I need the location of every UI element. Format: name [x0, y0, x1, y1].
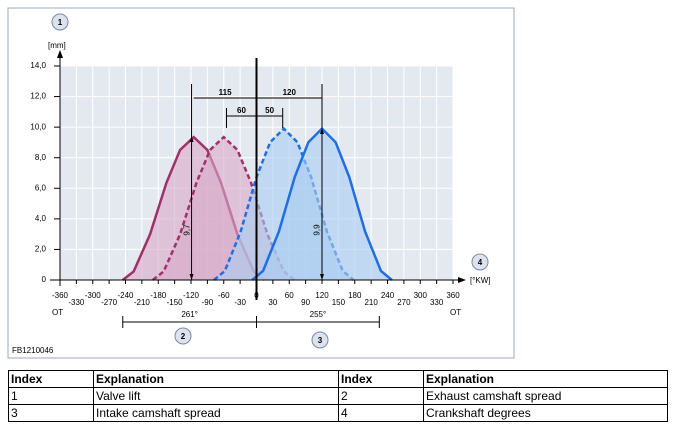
- x-tick-label: 360: [446, 291, 460, 300]
- x-tick-label: 150: [332, 298, 346, 307]
- x-tick-label: 120: [315, 291, 329, 300]
- y-tick-label: 6,0: [35, 183, 47, 192]
- annotation: 9,7: [182, 224, 191, 236]
- callout-label: 4: [478, 258, 483, 267]
- y-tick-label: 10,0: [30, 122, 46, 131]
- arrow: [189, 274, 194, 280]
- cell: Index: [338, 370, 424, 388]
- cell: 3: [8, 404, 94, 422]
- y-axis-label: [mm]: [48, 41, 66, 50]
- callout: [311, 331, 329, 349]
- x-tick-label: 270: [397, 298, 411, 307]
- x-tick-label: -240: [117, 291, 134, 300]
- x-tick-label: -330: [68, 298, 85, 307]
- arrow: [57, 50, 63, 58]
- annotation: 50: [265, 106, 274, 115]
- chart: 0 2,0 4,0 6,0 8,0 10,0 12,0 14,0 -360-330-300-27…: [7, 7, 515, 359]
- annotation: 9,9: [313, 224, 322, 236]
- cell: Intake camshaft spread: [93, 404, 339, 422]
- x-tick-label: -210: [134, 298, 151, 307]
- legend-table: Index Explanation Index Explanation 1 Valve …: [8, 370, 668, 422]
- arrow: [320, 128, 324, 134]
- y-tick-label: 8,0: [35, 153, 47, 162]
- annotation: 60: [237, 106, 246, 115]
- cell: 4: [338, 404, 424, 422]
- callout-label: 1: [58, 18, 63, 27]
- x-tick-label: 330: [430, 298, 444, 307]
- x-tick-label: -270: [101, 298, 118, 307]
- x-tick-label: 180: [348, 291, 362, 300]
- table-row: 1 Valve lift 2 Exhaust camshaft spread: [8, 387, 668, 405]
- arrow: [189, 136, 194, 142]
- y-tick-label: 4,0: [35, 214, 47, 223]
- cell: Explanation: [93, 370, 339, 388]
- callout-label: 2: [181, 332, 186, 341]
- x-tick-label: 210: [364, 298, 378, 307]
- y-tick-label: 12,0: [30, 92, 46, 101]
- x-tick-label: -30: [234, 298, 246, 307]
- callout: [174, 327, 192, 345]
- callout: [471, 253, 489, 271]
- cell: Explanation: [423, 370, 668, 388]
- callout: [51, 13, 69, 31]
- annotation: OT: [450, 308, 461, 317]
- table-row: 3 Intake camshaft spread 4 Crankshaft degre…: [8, 404, 668, 422]
- x-tick-label: -90: [202, 298, 214, 307]
- figure-id: FB1210046: [12, 346, 54, 355]
- annotation: 255°: [310, 310, 327, 319]
- cell: 1: [8, 387, 94, 405]
- x-tick-label: 60: [285, 291, 294, 300]
- y-tick-label: 14,0: [30, 61, 46, 70]
- x-tick-label: -150: [167, 298, 184, 307]
- cell: Valve lift: [93, 387, 339, 405]
- annotation: 120: [283, 88, 297, 97]
- x-tick-label: -60: [218, 291, 230, 300]
- y-tick-label: 0: [42, 275, 47, 284]
- y-tick-label: 2,0: [35, 245, 47, 254]
- x-tick-label: -360: [52, 291, 69, 300]
- annotation: OT: [52, 308, 63, 317]
- x-axis-label: [°KW]: [470, 276, 491, 285]
- cell: Index: [8, 370, 94, 388]
- cell: 2: [338, 387, 424, 405]
- cell: Exhaust camshaft spread: [423, 387, 668, 405]
- arrow: [458, 277, 466, 283]
- x-tick-label: -180: [150, 291, 167, 300]
- callout-label: 3: [318, 336, 323, 345]
- x-tick-label: 240: [381, 291, 395, 300]
- annotation: 115: [219, 88, 232, 97]
- x-tick-label: -300: [85, 291, 102, 300]
- table-header: Index Explanation Index Explanation: [8, 370, 668, 388]
- x-tick-label: 90: [301, 298, 310, 307]
- arrow: [320, 274, 324, 280]
- annotation: 261°: [181, 310, 198, 319]
- x-tick-label: -120: [183, 291, 200, 300]
- cell: Crankshaft degrees: [423, 404, 668, 422]
- x-tick-label: 300: [414, 291, 428, 300]
- x-tick-label: 30: [268, 298, 277, 307]
